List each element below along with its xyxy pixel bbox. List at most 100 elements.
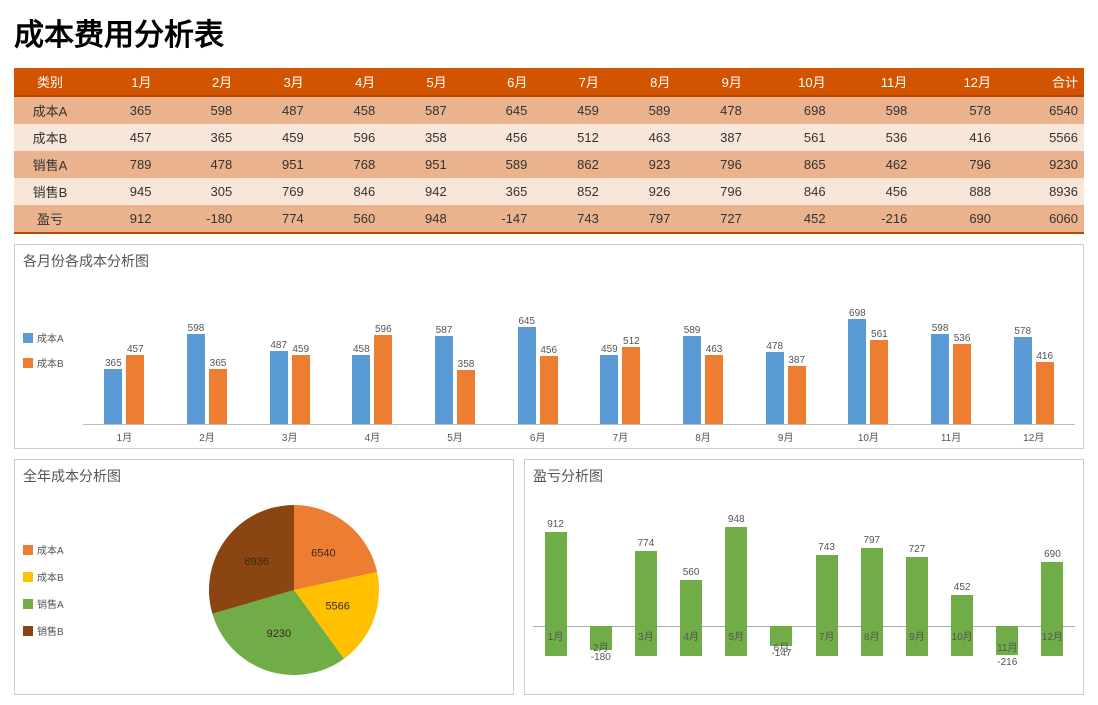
bar-group: 578416: [992, 337, 1075, 424]
bar-b: 561: [870, 340, 888, 424]
col-month-7: 7月: [533, 68, 605, 96]
pl-column: 774 3月: [623, 490, 668, 690]
legend-item: 销售B: [23, 623, 83, 638]
legend-item: 销售A: [23, 596, 83, 611]
pl-value: 743: [818, 542, 835, 553]
bar-b: 457: [126, 355, 144, 424]
xaxis-label: 12月: [992, 425, 1075, 444]
bar-a: 487: [270, 351, 288, 424]
pl-xlabel: 11月: [997, 639, 1017, 654]
bar-a: 598: [931, 334, 949, 424]
pl-xlabel: 2月: [593, 639, 609, 654]
pl-column: -1476月: [759, 490, 804, 690]
bar-a: 459: [600, 355, 618, 424]
pie-label: 6540: [311, 548, 335, 560]
bar-group: 587358: [414, 336, 497, 424]
bar-group: 365457: [83, 355, 166, 424]
pl-column: 7279月: [894, 490, 939, 690]
pie-chart-plot: 6540556692308936: [83, 490, 505, 690]
pie-chart-legend: 成本A 成本B 销售A 销售B: [23, 542, 83, 638]
bar-b: 456: [540, 356, 558, 424]
pl-xlabel: 6月: [774, 639, 790, 654]
col-month-4: 4月: [310, 68, 382, 96]
pie-label: 9230: [267, 628, 291, 640]
pl-column: -1802月: [578, 490, 623, 690]
xaxis-label: 5月: [414, 425, 497, 444]
bar-group: 598536: [910, 334, 993, 424]
bar-a: 478: [766, 352, 784, 424]
pl-chart-plot: 9121月-1802月 774 3月 5604月 948 5月 -1476月 743 7月 797…: [533, 490, 1075, 690]
pl-xlabel: 12月: [1042, 628, 1063, 643]
col-month-2: 2月: [158, 68, 239, 96]
pl-value: 774: [638, 538, 655, 549]
col-month-9: 9月: [676, 68, 748, 96]
legend-item: 成本A: [23, 542, 83, 557]
bar-chart-xaxis: 1月2月3月4月5月6月7月8月9月10月11月12月: [83, 425, 1075, 444]
legend-item: 成本B: [23, 569, 83, 584]
xaxis-label: 1月: [83, 425, 166, 444]
bar-b: 365: [209, 369, 227, 424]
col-month-1: 1月: [86, 68, 158, 96]
bar-a: 587: [435, 336, 453, 424]
legend-item: 成本A: [23, 330, 83, 345]
xaxis-label: 11月: [910, 425, 993, 444]
col-total: 合计: [997, 68, 1084, 96]
pl-value: 797: [863, 535, 880, 546]
col-month-11: 11月: [832, 68, 914, 96]
pl-xlabel: 5月: [728, 628, 744, 643]
bar-b: 459: [292, 355, 310, 424]
pl-xlabel: 9月: [909, 628, 925, 643]
pl-chart-panel: 盈亏分析图 9121月-1802月7743月5604月9485月-1476月74…: [524, 459, 1084, 695]
bar-a: 365: [104, 369, 122, 424]
pl-value: 948: [728, 514, 745, 525]
col-month-5: 5月: [381, 68, 453, 96]
xaxis-label: 7月: [579, 425, 662, 444]
table-row: 成本B4573654595963584565124633875615364165…: [14, 124, 1084, 151]
bar-chart-panel: 各月份各成本分析图 成本A成本B 36545759836548745945859…: [14, 244, 1084, 449]
bar-group: 478387: [744, 352, 827, 424]
pl-value: 912: [547, 519, 564, 530]
xaxis-label: 10月: [827, 425, 910, 444]
pl-chart-title: 盈亏分析图: [533, 466, 1075, 486]
col-category: 类别: [14, 68, 86, 96]
bar-b: 536: [953, 344, 971, 424]
col-month-8: 8月: [605, 68, 677, 96]
pl-column: 9121月: [533, 490, 578, 690]
bar-group: 589463: [662, 336, 745, 424]
table-row: 销售A7894789517689515898629237968654627969…: [14, 151, 1084, 178]
pl-value: -216: [997, 657, 1017, 668]
bar-b: 416: [1036, 362, 1054, 424]
pl-column: 7978月: [849, 490, 894, 690]
pl-value: 690: [1044, 549, 1061, 560]
bar-group: 645456: [496, 327, 579, 424]
xaxis-label: 9月: [744, 425, 827, 444]
pl-xlabel: 7月: [819, 628, 835, 643]
pl-column: 690 12月: [1030, 490, 1075, 690]
pie-chart-title: 全年成本分析图: [23, 466, 505, 486]
pl-column: 45210月: [940, 490, 985, 690]
xaxis-label: 2月: [166, 425, 249, 444]
bar-a: 645: [518, 327, 536, 424]
xaxis-label: 6月: [496, 425, 579, 444]
pl-column: 743 7月: [804, 490, 849, 690]
pl-value: 560: [683, 567, 700, 578]
data-table: 类别1月2月3月4月5月6月7月8月9月10月11月12月合计 成本A36559…: [14, 68, 1084, 234]
bar-a: 589: [683, 336, 701, 424]
bar-a: 698: [848, 319, 866, 424]
pl-column: 5604月: [669, 490, 714, 690]
bar-group: 698561: [827, 319, 910, 424]
bar-b: 463: [705, 355, 723, 424]
bar-group: 598365: [166, 334, 249, 424]
pl-column: 948 5月: [714, 490, 759, 690]
bar-a: 598: [187, 334, 205, 424]
pl-bar: [680, 580, 702, 656]
bar-b: 387: [788, 366, 806, 424]
pl-bar: [951, 595, 973, 656]
bar-chart-plot: 3654575983654874594585965873586454564595…: [83, 275, 1075, 425]
table-row: 成本A3655984874585876454595894786985985786…: [14, 96, 1084, 124]
col-month-10: 10月: [748, 68, 832, 96]
pl-xlabel: 3月: [638, 628, 654, 643]
bar-b: 358: [457, 370, 475, 424]
bar-chart-legend: 成本A成本B: [23, 275, 83, 425]
page-title: 成本费用分析表: [14, 10, 1084, 54]
